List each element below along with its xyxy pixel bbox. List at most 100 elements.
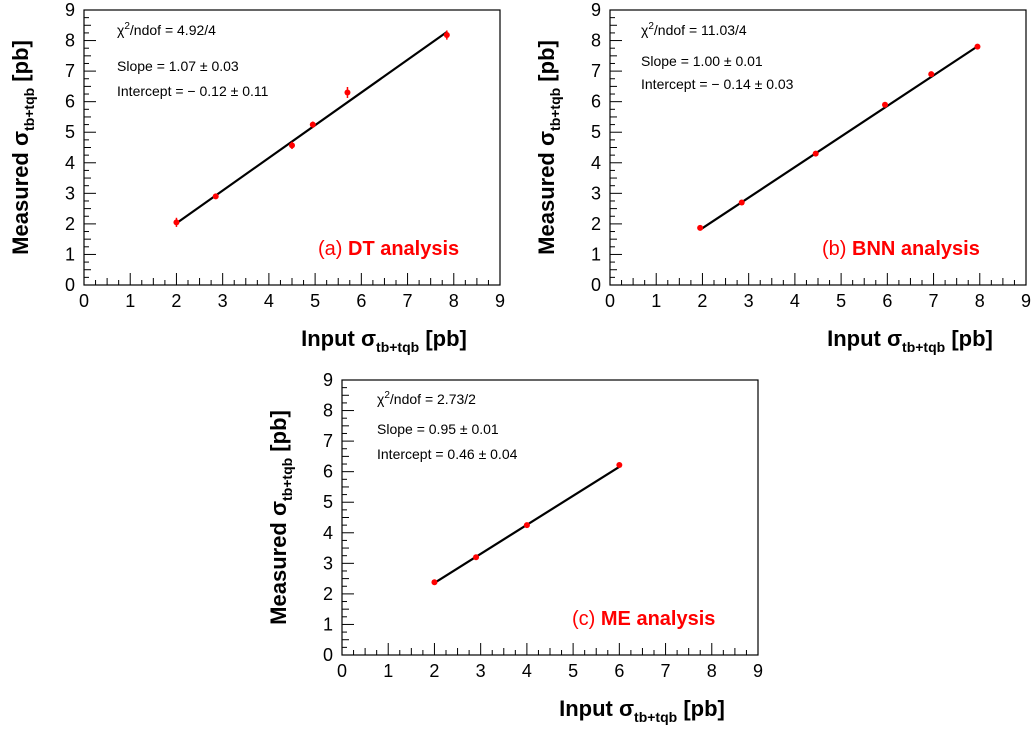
x-tick-label: 8 [449,291,459,311]
x-tick-label: 2 [171,291,181,311]
y-tick-label: 1 [65,244,75,264]
y-tick-label: 9 [323,370,333,390]
y-tick-label: 7 [65,61,75,81]
y-tick-label: 6 [65,92,75,112]
x-tick-label: 0 [79,291,89,311]
fit-annotation: Slope = 1.07 ± 0.03 [117,58,239,74]
x-tick-label: 1 [651,291,661,311]
y-tick-label: 8 [323,401,333,421]
x-tick-label: 5 [836,291,846,311]
y-tick-label: 3 [65,183,75,203]
y-tick-label: 5 [65,122,75,142]
x-tick-label: 6 [356,291,366,311]
point-marker [697,224,704,231]
y-axis-title: Measured σtb+tqb [pb] [534,40,563,255]
data-point [473,554,480,561]
y-tick-label: 2 [65,214,75,234]
x-tick-label: 1 [125,291,135,311]
x-tick-label: 6 [614,661,624,681]
y-tick-label: 4 [591,153,601,173]
x-axis-title: Input σtb+tqb [pb] [827,326,993,355]
x-tick-label: 2 [697,291,707,311]
y-tick-label: 1 [323,614,333,634]
x-tick-label: 5 [568,661,578,681]
y-tick-label: 9 [65,0,75,20]
y-tick-label: 2 [591,214,601,234]
y-tick-label: 2 [323,584,333,604]
x-tick-label: 0 [605,291,615,311]
point-marker [289,142,295,149]
y-tick-label: 8 [591,31,601,51]
y-tick-label: 5 [591,122,601,142]
fit-annotation: Slope = 0.95 ± 0.01 [377,421,499,437]
x-tick-label: 3 [218,291,228,311]
x-tick-label: 0 [337,661,347,681]
y-tick-label: 8 [65,31,75,51]
panel-bnn: 0 1 2 3 4 5 6 7 8 9 0 1 2 3 4 5 6 7 8 9 χ2/ndof = 11.03/4 Slo… [534,0,1031,355]
y-tick-label: 7 [591,61,601,81]
y-tick-label: 0 [323,645,333,665]
panel-dt: 0 1 2 3 4 5 6 7 8 9 0 1 2 3 4 5 6 7 8 9 χ2/ndof = 4.92/4 Slop… [8,0,505,355]
point-marker [473,554,480,561]
x-tick-label: 9 [1021,291,1031,311]
x-tick-label: 3 [744,291,754,311]
data-point [309,121,316,128]
data-point [431,579,438,586]
data-point [289,141,295,150]
y-axis-title: Measured σtb+tqb [pb] [8,40,37,255]
y-tick-label: 3 [323,553,333,573]
point-marker [928,71,935,78]
point-marker [616,461,623,468]
x-axis-title: Input σtb+tqb [pb] [301,326,467,355]
fit-line [175,31,448,225]
x-tick-label: 9 [753,661,763,681]
data-point [443,30,450,40]
y-axis-title: Measured σtb+tqb [pb] [266,410,295,625]
fit-annotation: Slope = 1.00 ± 0.01 [641,53,763,69]
point-marker [309,121,316,128]
y-tick-label: 9 [591,0,601,20]
fit-annotation: χ2/ndof = 4.92/4 [117,21,216,38]
y-tick-label: 6 [323,462,333,482]
data-point [173,217,180,227]
fit-annotation: χ2/ndof = 2.73/2 [377,390,476,407]
y-tick-label: 5 [323,492,333,512]
x-tick-label: 7 [661,661,671,681]
x-tick-label: 4 [522,661,532,681]
point-marker [212,193,219,200]
x-tick-label: 7 [929,291,939,311]
point-marker [882,101,889,108]
y-tick-label: 6 [591,92,601,112]
y-tick-label: 4 [323,523,333,543]
fit-annotation: Intercept = − 0.14 ± 0.03 [641,76,794,92]
x-tick-label: 3 [476,661,486,681]
point-marker [738,199,745,206]
y-tick-label: 1 [591,244,601,264]
point-marker [443,32,450,39]
fit-annotation: Intercept = 0.46 ± 0.04 [377,446,518,462]
panel-tag: (c) ME analysis [572,608,715,630]
data-point [974,43,981,50]
x-tick-label: 4 [790,291,800,311]
data-point [523,522,530,529]
panel-me: 0 1 2 3 4 5 6 7 8 9 0 1 2 3 4 5 6 7 8 9 χ2/ndof = 2.73/2 Slop… [266,370,763,725]
x-tick-label: 9 [495,291,505,311]
point-marker [523,522,530,529]
x-tick-label: 6 [882,291,892,311]
data-point [212,193,219,200]
y-tick-label: 3 [591,183,601,203]
data-point [882,101,889,108]
fit-annotation: χ2/ndof = 11.03/4 [641,21,747,38]
x-tick-label: 7 [403,291,413,311]
y-tick-label: 4 [65,153,75,173]
x-tick-label: 8 [707,661,717,681]
data-point [812,150,819,157]
y-tick-label: 0 [591,275,601,295]
data-point [928,71,935,78]
point-marker [344,89,351,96]
x-tick-label: 1 [383,661,393,681]
x-tick-label: 2 [429,661,439,681]
x-axis-title: Input σtb+tqb [pb] [559,696,725,725]
panel-tag: (a) DT analysis [318,238,459,260]
